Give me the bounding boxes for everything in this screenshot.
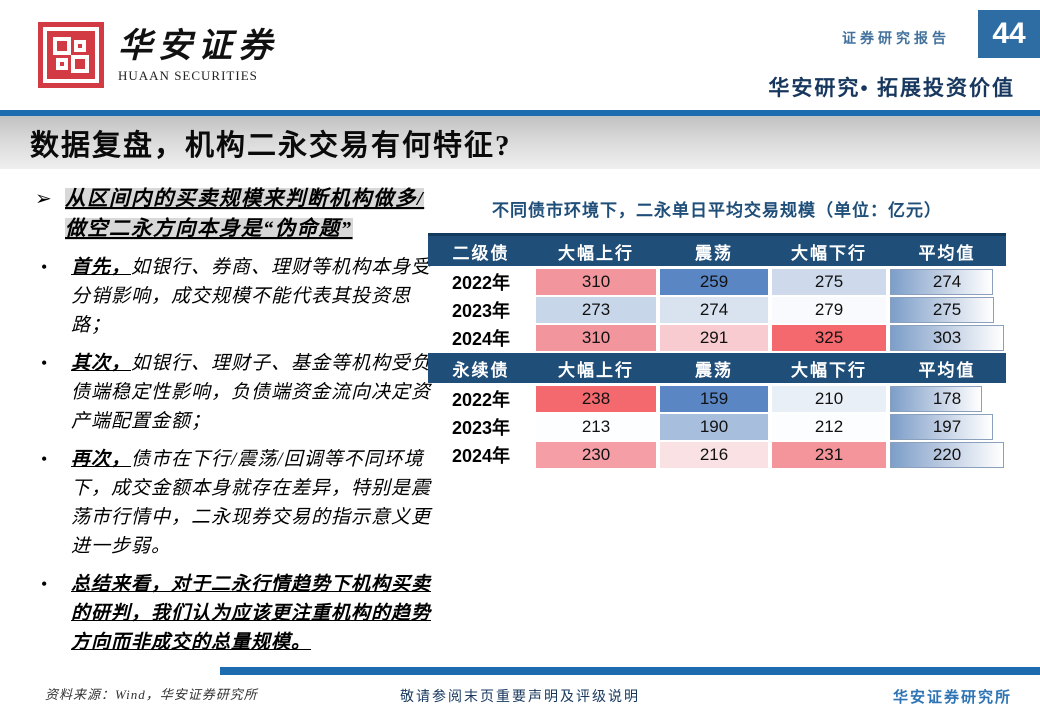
average-cell: 178 (890, 386, 1004, 412)
footer-institute: 华安证券研究所 (892, 690, 1012, 706)
value-cell: 275 (772, 269, 886, 295)
table-row: 2024年 230 216 231 220 (428, 442, 1006, 468)
data-bar (890, 325, 1004, 351)
lead-bullet: ➢ 从区间内的买卖规模来判断机构做多/做空二永方向本身是“伪命题” (35, 184, 433, 244)
value-cell: 190 (660, 414, 768, 440)
table-row: 2022年 238 159 210 178 (428, 386, 1006, 412)
row-label: 2024年 (451, 329, 511, 349)
dot-bullet-icon: • (41, 257, 48, 277)
list-item: • 首先，如银行、券商、理财等机构本身受分销影响，成交规模不能代表其投资思路； (35, 253, 433, 340)
value-cell: 310 (536, 269, 656, 295)
lead-bullet-text: 从区间内的买卖规模来判断机构做多/做空二永方向本身是“伪命题” (65, 188, 425, 240)
brand-text: 华安证券 HUAAN SECURITIES (118, 28, 278, 84)
table-row: 2022年 310 259 275 274 (428, 269, 1006, 295)
value-cell: 325 (772, 325, 886, 351)
list-item: • 总结来看，对于二永行情趋势下机构买卖的研判，我们认为应该更注重机构的趋势方向… (35, 570, 433, 657)
header-accent-line (0, 110, 1040, 116)
average-value: 178 (932, 389, 962, 408)
data-bar (890, 297, 994, 323)
huaan-logo-icon (38, 22, 104, 88)
row-label: 2023年 (451, 418, 511, 438)
column-header: 平均值 (918, 360, 976, 380)
value-cell: 238 (536, 386, 656, 412)
column-header: 永续债 (452, 360, 510, 380)
column-header: 大幅下行 (791, 243, 867, 263)
average-value: 220 (932, 445, 962, 464)
data-bar (890, 442, 1004, 468)
value-cell: 212 (772, 414, 886, 440)
title-bar: 数据复盘，机构二永交易有何特征? (0, 116, 1040, 169)
bullet-text-summary: 总结来看，对于二永行情趋势下机构买卖的研判，我们认为应该更注重机构的趋势方向而非… (71, 574, 432, 653)
table-panel: 不同债市环境下，二永单日平均交易规模（单位：亿元） 二级债 大幅上行 震荡 大幅… (428, 196, 1006, 468)
value-cell: 216 (660, 442, 768, 468)
bullet-text: 首先，如银行、券商、理财等机构本身受分销影响，成交规模不能代表其投资思路； (71, 257, 432, 336)
table-row: 2024年 310 291 325 303 (428, 325, 1006, 351)
value-cell: 279 (772, 297, 886, 323)
value-cell: 213 (536, 414, 656, 440)
data-bar (890, 386, 983, 412)
table-tier2-bonds: 二级债 大幅上行 震荡 大幅下行 平均值 2022年 310 259 275 2… (428, 233, 1006, 351)
report-type-label: 证券研究报告 (842, 32, 950, 47)
average-cell: 303 (890, 325, 1004, 351)
table-perpetual-bonds: 永续债 大幅上行 震荡 大幅下行 平均值 2022年 238 159 210 1… (428, 353, 1006, 468)
row-label: 2022年 (451, 390, 511, 410)
value-cell: 259 (660, 269, 768, 295)
average-cell: 220 (890, 442, 1004, 468)
row-label: 2024年 (451, 446, 511, 466)
source-note: 资料来源：Wind，华安证券研究所 (45, 687, 258, 702)
column-header: 震荡 (695, 243, 733, 263)
value-cell: 291 (660, 325, 768, 351)
table-header-row: 二级债 大幅上行 震荡 大幅下行 平均值 (428, 236, 1006, 266)
brand-slogan: 华安研究• 拓展投资价值 (768, 76, 1015, 100)
column-header: 二级债 (452, 243, 510, 263)
list-item: • 其次，如银行、理财子、基金等机构受负债端稳定性影响，负债端资金流向决定资产端… (35, 349, 433, 436)
table-header-row: 永续债 大幅上行 震荡 大幅下行 平均值 (428, 353, 1006, 383)
table-row: 2023年 273 274 279 275 (428, 297, 1006, 323)
column-header: 平均值 (918, 243, 976, 263)
column-header: 震荡 (695, 360, 733, 380)
row-label: 2023年 (451, 301, 511, 321)
value-cell: 274 (660, 297, 768, 323)
footer-accent-bar (220, 667, 1040, 675)
value-cell: 230 (536, 442, 656, 468)
average-cell: 274 (890, 269, 1004, 295)
value-cell: 159 (660, 386, 768, 412)
column-header: 大幅上行 (558, 360, 634, 380)
arrow-bullet-icon: ➢ (35, 188, 52, 210)
brand-logo: 华安证券 HUAAN SECURITIES (38, 22, 278, 88)
page-number-badge: 44 (978, 10, 1040, 58)
table-title: 不同债市环境下，二永单日平均交易规模（单位：亿元） (492, 201, 942, 220)
average-value: 197 (932, 417, 962, 436)
dot-bullet-icon: • (41, 353, 48, 373)
brand-name-en: HUAAN SECURITIES (118, 68, 258, 83)
row-label: 2022年 (451, 273, 511, 293)
bullet-text: 再次，债市在下行/震荡/回调等不同环境下，成交金额本身就存在差异，特别是震荡市行… (71, 449, 432, 557)
average-cell: 275 (890, 297, 1004, 323)
value-cell: 210 (772, 386, 886, 412)
value-cell: 310 (536, 325, 656, 351)
average-value: 303 (932, 328, 962, 347)
brand-name-cn: 华安证券 (118, 28, 278, 65)
list-item: • 再次，债市在下行/震荡/回调等不同环境下，成交金额本身就存在差异，特别是震荡… (35, 445, 433, 561)
column-header: 大幅上行 (558, 243, 634, 263)
average-cell: 197 (890, 414, 1004, 440)
footer-disclaimer: 敬请参阅末页重要声明及评级说明 (400, 690, 640, 705)
dot-bullet-icon: • (41, 574, 48, 594)
dot-bullet-icon: • (41, 449, 48, 469)
header: 华安证券 HUAAN SECURITIES 证券研究报告 44 华安研究• 拓展… (0, 0, 1040, 110)
data-bar (890, 269, 993, 295)
average-value: 275 (932, 300, 962, 319)
value-cell: 273 (536, 297, 656, 323)
bullet-list: ➢ 从区间内的买卖规模来判断机构做多/做空二永方向本身是“伪命题” • 首先，如… (35, 184, 433, 657)
data-bar (890, 414, 993, 440)
column-header: 大幅下行 (791, 360, 867, 380)
bullet-text: 其次，如银行、理财子、基金等机构受负债端稳定性影响，负债端资金流向决定资产端配置… (71, 353, 432, 432)
average-value: 274 (932, 272, 962, 291)
table-row: 2023年 213 190 212 197 (428, 414, 1006, 440)
page-title: 数据复盘，机构二永交易有何特征? (30, 129, 512, 162)
value-cell: 231 (772, 442, 886, 468)
